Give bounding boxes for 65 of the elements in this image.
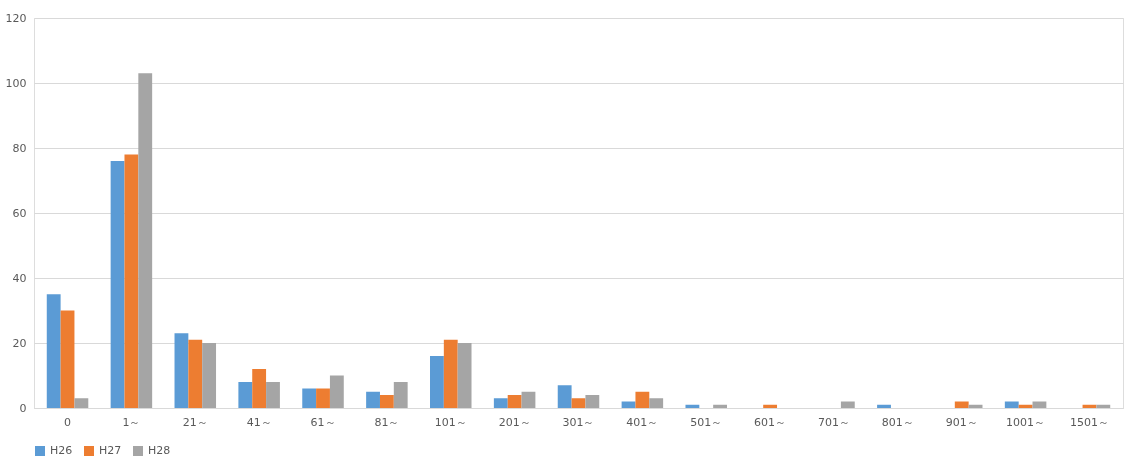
bar bbox=[840, 401, 855, 408]
y-tick-label: 20 bbox=[12, 336, 27, 350]
bar bbox=[110, 161, 125, 408]
x-tick-label: 41～ bbox=[246, 415, 272, 429]
bar bbox=[316, 388, 330, 408]
bar bbox=[635, 391, 650, 408]
bar bbox=[202, 343, 217, 408]
bar bbox=[954, 401, 969, 408]
legend-label: H27 bbox=[99, 444, 122, 457]
bar bbox=[649, 398, 664, 408]
bar bbox=[124, 154, 139, 408]
bar bbox=[302, 388, 317, 408]
bar bbox=[238, 382, 253, 408]
bar bbox=[557, 385, 572, 408]
x-tick-label: 0 bbox=[64, 415, 72, 429]
y-tick-label: 40 bbox=[12, 271, 27, 285]
bar bbox=[877, 404, 891, 408]
bar bbox=[266, 382, 280, 408]
x-tick-label: 801～ bbox=[881, 415, 914, 429]
bar bbox=[507, 395, 522, 408]
bar bbox=[138, 73, 153, 408]
y-tick-label: 120 bbox=[5, 11, 27, 25]
bar bbox=[713, 404, 727, 408]
x-tick-label: 101～ bbox=[434, 415, 467, 429]
bar bbox=[1004, 401, 1019, 408]
bar bbox=[252, 369, 267, 408]
bar bbox=[685, 404, 700, 408]
bar bbox=[1096, 404, 1111, 408]
x-tick-label: 501～ bbox=[690, 415, 723, 429]
bar bbox=[393, 382, 408, 408]
y-tick-label: 0 bbox=[19, 401, 27, 415]
y-tick-label: 100 bbox=[5, 76, 27, 90]
bar bbox=[74, 398, 89, 408]
bar bbox=[329, 375, 344, 408]
legend-label: H28 bbox=[148, 444, 171, 457]
y-tick-label: 80 bbox=[12, 141, 27, 155]
x-tick-label: 1501～ bbox=[1069, 415, 1109, 429]
bar bbox=[379, 395, 394, 408]
bar bbox=[174, 333, 189, 408]
legend-label: H26 bbox=[50, 444, 73, 457]
bar bbox=[763, 404, 778, 408]
bar bbox=[46, 294, 61, 408]
bar bbox=[585, 395, 600, 408]
x-tick-label: 601～ bbox=[754, 415, 787, 429]
bar bbox=[571, 398, 586, 408]
bar bbox=[521, 391, 536, 408]
bar bbox=[366, 391, 380, 408]
y-tick-label: 60 bbox=[12, 206, 27, 220]
x-tick-label: 701～ bbox=[817, 415, 850, 429]
x-tick-label: 301～ bbox=[562, 415, 595, 429]
x-tick-label: 21～ bbox=[182, 415, 208, 429]
x-tick-label: 901～ bbox=[945, 415, 978, 429]
bar bbox=[457, 343, 472, 408]
x-tick-label: 61～ bbox=[310, 415, 336, 429]
bar bbox=[188, 339, 203, 408]
bar bbox=[1018, 404, 1033, 408]
x-tick-label: 401～ bbox=[626, 415, 659, 429]
bar bbox=[493, 398, 508, 408]
x-tick-label: 201～ bbox=[498, 415, 531, 429]
x-tick-label: 81～ bbox=[374, 415, 400, 429]
x-tick-label: 1～ bbox=[122, 415, 141, 429]
bar bbox=[60, 310, 75, 408]
x-tick-label: 1001～ bbox=[1006, 415, 1046, 429]
bar bbox=[430, 356, 444, 408]
bar bbox=[443, 339, 458, 408]
